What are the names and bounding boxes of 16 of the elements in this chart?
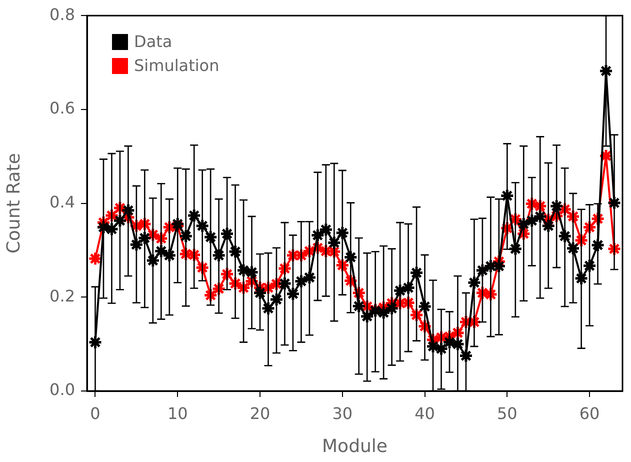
x-tick-label: 40 (414, 404, 435, 423)
y-tick-label: 0.6 (50, 98, 75, 118)
x-tick-label: 10 (167, 404, 188, 423)
x-tick-label: 50 (496, 404, 518, 423)
x-tick-label: 30 (332, 404, 353, 423)
legend-label: Simulation (134, 55, 220, 77)
x-tick-label: 0 (90, 404, 100, 423)
y-tick-label: 0.4 (50, 192, 75, 212)
y-tick-label: 0.8 (50, 4, 75, 24)
y-tick-label: 0.2 (50, 286, 75, 306)
x-axis-title: Module (322, 436, 388, 457)
y-axis-title: Count Rate (3, 153, 24, 254)
y-tick-label: 0.0 (50, 380, 75, 400)
x-tick-label: 20 (250, 404, 270, 423)
legend-label: Data (134, 31, 172, 53)
x-tick-label: 60 (579, 404, 600, 423)
